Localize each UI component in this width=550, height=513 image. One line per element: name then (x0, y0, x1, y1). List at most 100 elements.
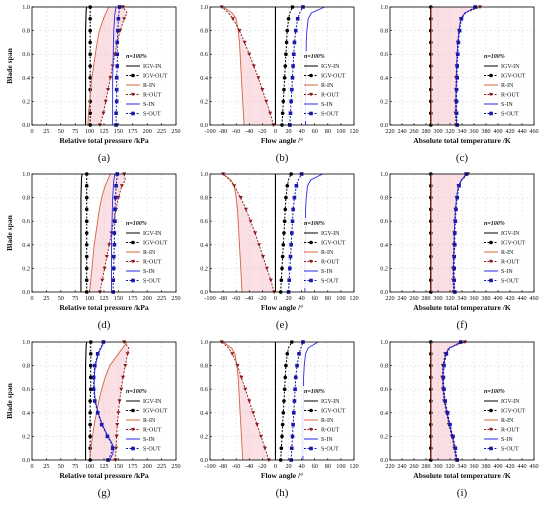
series-line-igv-out (89, 342, 92, 460)
x-tick-label: 240 (397, 128, 406, 135)
x-tick-label: 100 (85, 463, 94, 470)
point-marker (429, 266, 433, 271)
series-line-s-out (115, 6, 121, 125)
legend-label: R-OUT (321, 428, 340, 434)
point-marker (290, 446, 294, 450)
point-marker (283, 207, 288, 212)
legend-marker (309, 259, 313, 264)
point-marker (88, 422, 92, 427)
x-tick-label: 225 (157, 463, 166, 470)
point-marker (452, 266, 456, 271)
point-marker (84, 231, 89, 235)
legend-label: IGV-OUT (501, 74, 526, 80)
point-marker (293, 28, 298, 33)
point-marker (297, 352, 301, 356)
x-tick-label: 440 (517, 463, 526, 470)
series-line-s-out (456, 6, 476, 126)
point-marker (429, 28, 433, 33)
point-marker (230, 17, 235, 21)
x-tick-label: 100 (85, 128, 94, 135)
point-marker (459, 17, 464, 21)
legend-box (482, 218, 532, 288)
point-marker (112, 243, 117, 247)
chart-panel-6: 220 240 260 280 300 320 340 360 380 400 420 440 460 0… (380, 171, 538, 331)
y-tick-label: 1.0 (22, 339, 30, 346)
legend-label: IGV-IN (143, 231, 162, 237)
x-tick-label: 100 (336, 128, 345, 135)
point-marker (230, 352, 235, 356)
x-tick-label: 40 (299, 295, 305, 302)
y-tick-label: 0.0 (380, 457, 388, 464)
rotor-band (431, 174, 468, 292)
x-tick-label: 175 (128, 463, 137, 470)
point-marker (110, 446, 115, 450)
point-marker (288, 254, 293, 259)
point-marker (455, 64, 459, 68)
point-marker (111, 266, 116, 271)
y-tick-label: 1.0 (22, 4, 30, 11)
x-tick-label: 220 (385, 295, 394, 302)
point-marker (91, 375, 96, 380)
x-tick-label: 440 (517, 128, 526, 135)
point-marker (291, 411, 296, 415)
y-tick-label: 0.6 (22, 51, 30, 58)
x-tick-label: 0 (30, 463, 33, 470)
legend-marker (131, 427, 135, 432)
x-tick-label: 300 (433, 295, 442, 302)
point-marker (115, 64, 120, 68)
x-tick-label: 320 (445, 463, 454, 470)
y-tick-label: 0.4 (200, 410, 208, 417)
x-tick-label: 40 (299, 463, 305, 470)
x-tick-label: 25 (43, 128, 49, 135)
point-marker (239, 375, 244, 380)
point-marker (114, 87, 119, 92)
point-marker (281, 99, 286, 104)
point-marker (429, 76, 433, 80)
point-marker (88, 52, 92, 56)
series-line-igv-in (80, 173, 83, 292)
legend-label: IGV-OUT (321, 409, 346, 415)
legend-label: IGV-IN (143, 64, 162, 70)
x-tick-label: 460 (529, 463, 538, 470)
chart-panel-8: -100 -80 -60 -40 -20 0 20 40 60 80 100 120 0.0 0.2 0.4… (200, 339, 358, 499)
point-marker (429, 207, 433, 212)
point-marker (290, 87, 294, 92)
legend-marker (489, 278, 493, 283)
x-tick-label: 50 (58, 295, 64, 302)
point-marker (88, 99, 92, 104)
point-marker (88, 387, 93, 392)
legend-label: IGV-IN (321, 231, 340, 237)
y-tick-label: 0.4 (380, 242, 388, 249)
x-tick-label: 225 (157, 295, 166, 302)
series-line-r-out (115, 341, 130, 461)
point-marker (291, 422, 295, 427)
legend-box (124, 386, 174, 456)
x-tick-label: 420 (505, 463, 514, 470)
legend-marker (489, 446, 493, 451)
legend-label: R-IN (143, 83, 156, 89)
x-tick-label: 0 (30, 295, 33, 302)
series-line-r-out (222, 173, 275, 293)
y-tick-label: 0.4 (22, 242, 30, 249)
x-tick-label: 100 (85, 295, 94, 302)
legend-marker (309, 111, 313, 116)
y-tick-label: 0.8 (22, 363, 30, 370)
legend-box (482, 51, 532, 121)
point-marker (88, 64, 92, 68)
point-marker (429, 40, 433, 45)
y-tick-label: 0.8 (200, 363, 208, 370)
x-axis-label: Absolute total temperature /K (413, 136, 511, 145)
point-marker (429, 411, 433, 415)
y-tick-label: 0.8 (380, 363, 388, 370)
point-marker (102, 266, 107, 271)
panel-label: (d) (98, 319, 111, 331)
y-tick-label: 0.6 (200, 51, 208, 58)
point-marker (107, 243, 112, 247)
legend-label: R-OUT (143, 260, 162, 266)
point-marker (100, 278, 105, 283)
point-marker (116, 196, 121, 200)
panel-label: (e) (276, 319, 289, 331)
series-line-s-out (289, 6, 304, 126)
legend-label: S-IN (321, 437, 333, 443)
